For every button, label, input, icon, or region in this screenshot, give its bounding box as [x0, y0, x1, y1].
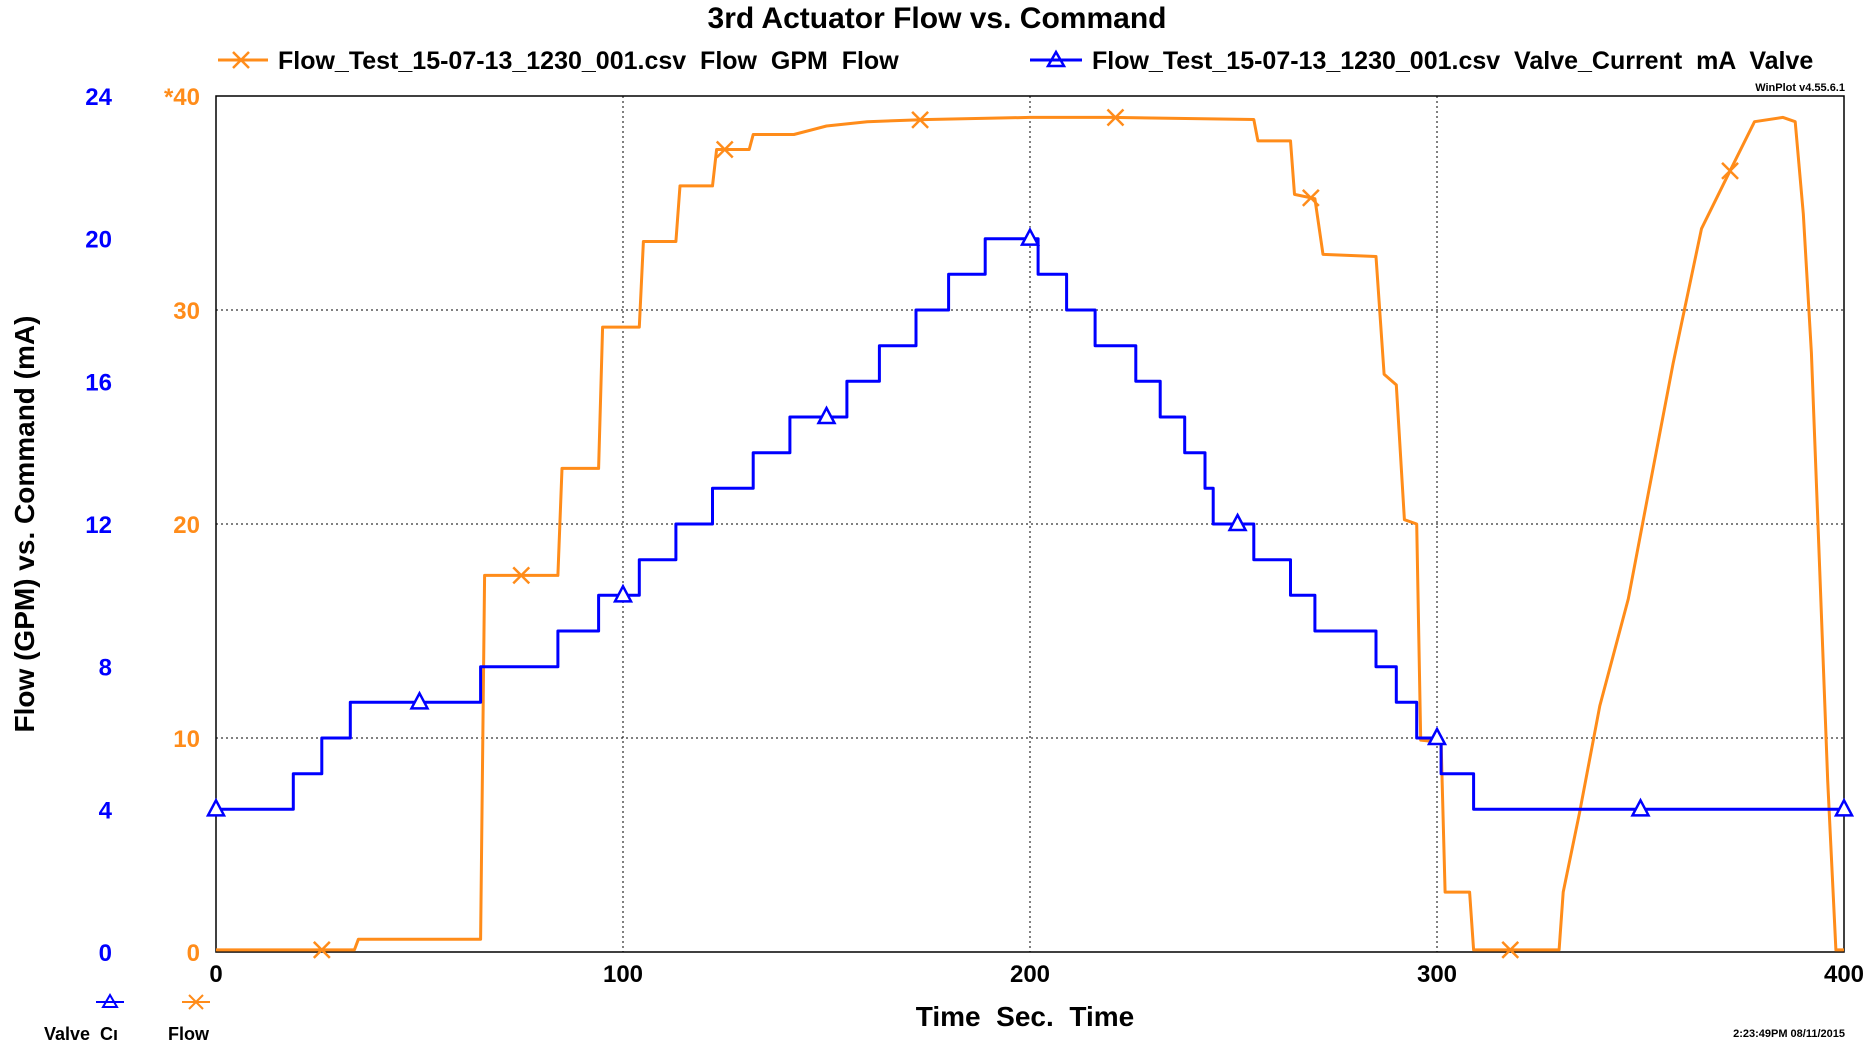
flow-data-point [312, 940, 331, 959]
chart-title: 3rd Actuator Flow vs. Command [708, 2, 1167, 35]
bottom-legend: Valve Cı Flow [44, 993, 210, 1044]
valve-data-point [1019, 227, 1041, 246]
legend-valve-label: Flow_Test_15-07-13_1230_001.csv Valve_Cu… [1092, 47, 1813, 75]
valve-data-point [1426, 726, 1448, 746]
x-tick-label: 200 [1010, 961, 1050, 988]
y-left-tick-label: 20 [85, 227, 112, 254]
flow-data-point [1501, 940, 1520, 959]
y-right-tick-label: 0 [187, 940, 200, 967]
x-tick-label: 300 [1417, 961, 1457, 988]
series [205, 108, 1855, 959]
y-right-tick-label: *40 [164, 84, 200, 111]
y-left-tick-label: 24 [85, 84, 112, 111]
y-left-tick-label: 4 [99, 797, 113, 824]
valve-data-point [612, 583, 634, 603]
valve-data-point [1227, 512, 1248, 532]
flow-data-point [1301, 188, 1320, 207]
bottom-valve-marker [96, 993, 124, 1008]
legend-flow-swatch [218, 51, 268, 69]
series-line-valve [216, 237, 1844, 811]
y-left-tick-label: 0 [99, 940, 112, 967]
x-tick-label: 100 [603, 961, 643, 988]
flow-data-point [1106, 108, 1125, 127]
grid [216, 96, 1844, 952]
valve-data-point [205, 797, 227, 817]
y-axis-title: Flow (GPM) vs. Command (mA) [9, 316, 40, 733]
plot-area [215, 95, 1845, 953]
bottom-valve-label: Valve Cı [44, 1024, 118, 1044]
legend-flow-label: Flow_Test_15-07-13_1230_001.csv Flow GPM… [278, 47, 899, 75]
y-right-tick-label: 20 [173, 512, 200, 539]
x-axis-title: Time Sec. Time [916, 1001, 1134, 1032]
x-tick-label: 0 [209, 961, 222, 988]
bottom-flow-marker [182, 994, 210, 1010]
timestamp: 2:23:49PM 08/11/2015 [1733, 1028, 1845, 1040]
version-label: WinPlot v4.55.6.1 [1755, 82, 1845, 94]
y-left-tick-label: 12 [85, 512, 112, 539]
ticks: 0 100 200 300 400 0 10 20 30 *40 0 4 8 12 16 20 24 [85, 84, 1864, 988]
flow-data-point [512, 566, 531, 585]
valve-data-point [1833, 797, 1855, 817]
legend-valve-swatch [1030, 49, 1082, 68]
series-line-flow [216, 115, 1844, 952]
y-right-tick-label: 10 [173, 726, 200, 753]
valve-data-point [1630, 797, 1651, 817]
flow-data-point [715, 140, 734, 159]
flow-data-point [1721, 162, 1739, 180]
y-right-tick-label: 30 [173, 298, 200, 325]
y-left-tick-label: 16 [85, 369, 112, 396]
valve-data-point [409, 690, 430, 710]
y-left-tick-label: 8 [99, 655, 112, 682]
flow-data-point [911, 110, 929, 129]
valve-data-point [816, 405, 837, 425]
x-tick-label: 400 [1824, 961, 1864, 988]
legend: Flow_Test_15-07-13_1230_001.csv Flow GPM… [218, 47, 1813, 75]
bottom-flow-label: Flow [168, 1024, 210, 1044]
